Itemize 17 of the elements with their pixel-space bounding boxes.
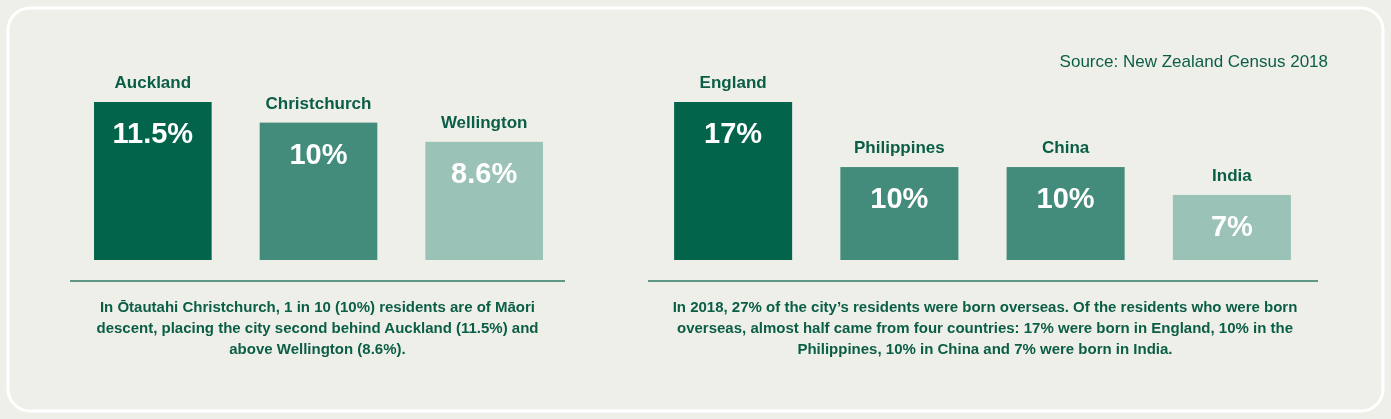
- x-tick-label: China: [1042, 138, 1090, 158]
- x-tick-label: Philippines: [854, 138, 945, 158]
- text: In 2018, 27% of the city’s residents were born overseas. Of the residents who were born overseas, almost half came from four countries: 17% were born in England, 10% in the Philippines, 10% in China and 7% were born in India.: [671, 297, 1299, 359]
- x-tick-label: India: [1212, 165, 1253, 185]
- source-note: Source: New Zealand Census 2018: [1059, 52, 1328, 71]
- data-label: 17%: [704, 117, 763, 149]
- text: In Ōtautahi Christchurch, 1 in 10 (10%) residents are of Māori descent, placing the city second behind Auckland (11.5%) and above Wellington (8.6%).: [95, 297, 540, 359]
- data-label: 11.5%: [112, 117, 194, 149]
- x-tick-label: England: [699, 73, 767, 92]
- x-tick-label: Christchurch: [265, 93, 372, 113]
- x-tick-label: Auckland: [114, 73, 192, 92]
- data-label: 8.6%: [451, 156, 518, 189]
- data-label: 10%: [289, 137, 348, 170]
- data-label: 7%: [1210, 209, 1254, 242]
- x-tick-label: Wellington: [440, 112, 528, 132]
- data-label: 10%: [870, 182, 929, 215]
- data-label: 10%: [1036, 182, 1095, 215]
